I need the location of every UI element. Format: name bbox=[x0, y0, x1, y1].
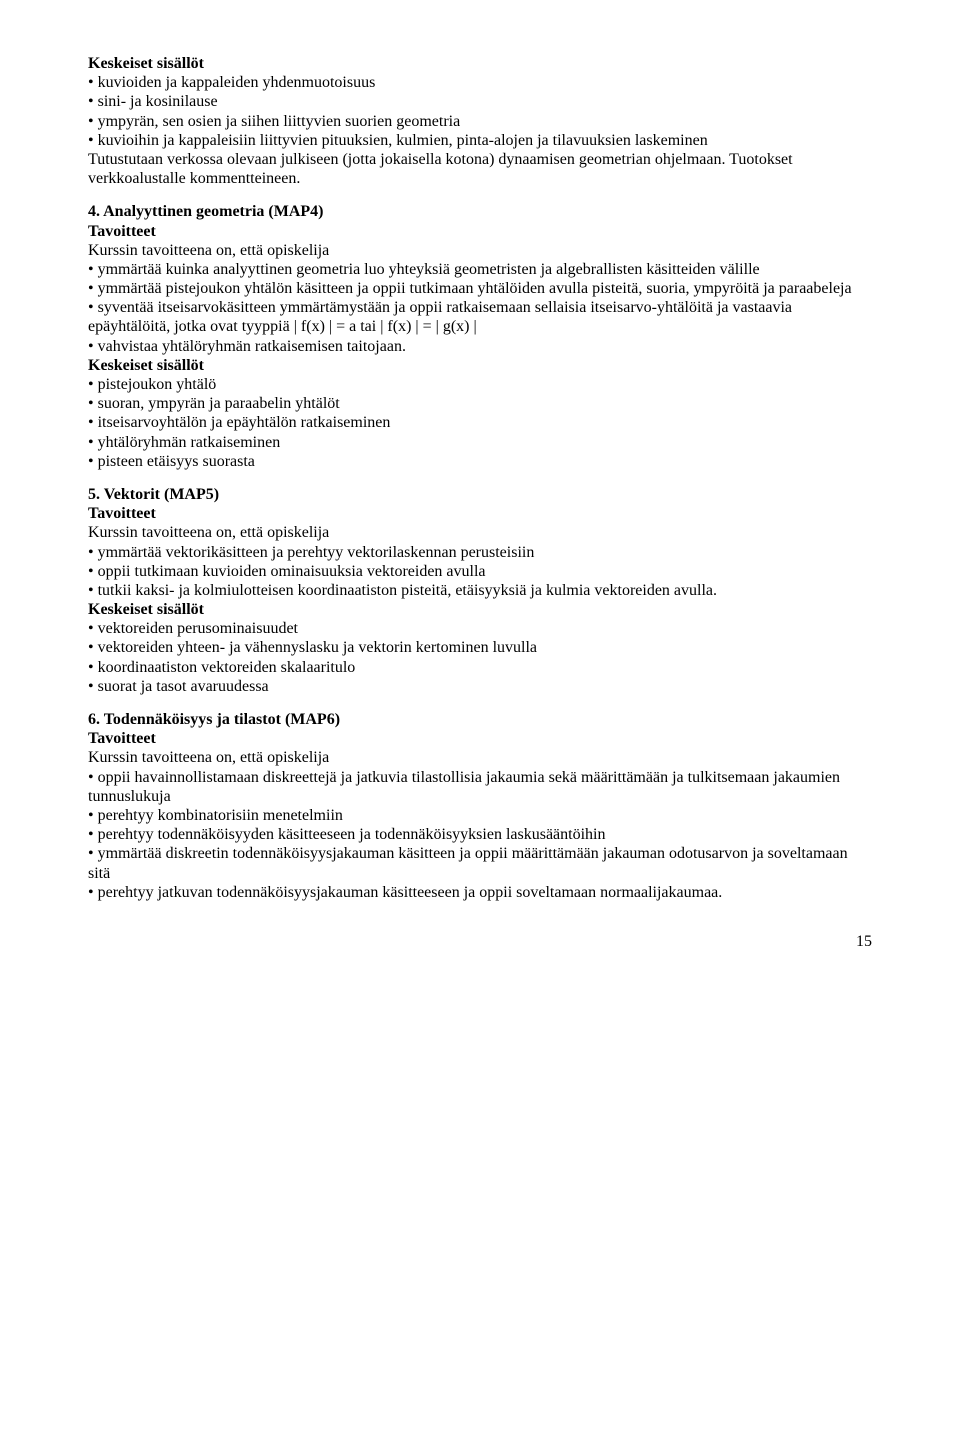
content-line: • vektoreiden perusominaisuudet bbox=[88, 619, 872, 638]
content-line: • perehtyy jatkuvan todennäköisyysjakaum… bbox=[88, 883, 872, 902]
content-line: • vektoreiden yhteen- ja vähennyslasku j… bbox=[88, 638, 872, 657]
section-subheading: Tavoitteet bbox=[88, 729, 872, 748]
content-line: • ympyrän, sen osien ja siihen liittyvie… bbox=[88, 112, 872, 131]
section-subheading: Keskeiset sisällöt bbox=[88, 356, 872, 375]
section-title: 5. Vektorit (MAP5) bbox=[88, 485, 872, 504]
page-number: 15 bbox=[88, 932, 872, 951]
content-line: • oppii havainnollistamaan diskreettejä … bbox=[88, 768, 872, 806]
content-line: Kurssin tavoitteena on, että opiskelija bbox=[88, 241, 872, 260]
content-line: • syventää itseisarvokäsitteen ymmärtämy… bbox=[88, 298, 872, 336]
section-title: 4. Analyyttinen geometria (MAP4) bbox=[88, 202, 872, 221]
content-line: • suorat ja tasot avaruudessa bbox=[88, 677, 872, 696]
content-line: Kurssin tavoitteena on, että opiskelija bbox=[88, 748, 872, 767]
content-line: • koordinaatiston vektoreiden skalaaritu… bbox=[88, 658, 872, 677]
content-line: • ymmärtää pistejoukon yhtälön käsitteen… bbox=[88, 279, 872, 298]
section-subheading: Keskeiset sisällöt bbox=[88, 600, 872, 619]
content-line: • oppii tutkimaan kuvioiden ominaisuuksi… bbox=[88, 562, 872, 581]
content-line: Kurssin tavoitteena on, että opiskelija bbox=[88, 523, 872, 542]
content-line: • ymmärtää diskreetin todennäköisyysjaka… bbox=[88, 844, 872, 882]
content-line: • ymmärtää vektorikäsitteen ja perehtyy … bbox=[88, 543, 872, 562]
content-line: • kuvioiden ja kappaleiden yhdenmuotoisu… bbox=[88, 73, 872, 92]
content-line: • yhtälöryhmän ratkaiseminen bbox=[88, 433, 872, 452]
content-line: • ymmärtää kuinka analyyttinen geometria… bbox=[88, 260, 872, 279]
section-subheading: Tavoitteet bbox=[88, 504, 872, 523]
content-line: • kuvioihin ja kappaleisiin liittyvien p… bbox=[88, 131, 872, 150]
section-title: 6. Todennäköisyys ja tilastot (MAP6) bbox=[88, 710, 872, 729]
content-line: • sini- ja kosinilause bbox=[88, 92, 872, 111]
content-line: Tutustutaan verkossa olevaan julkiseen (… bbox=[88, 150, 872, 188]
content-line: • vahvistaa yhtälöryhmän ratkaisemisen t… bbox=[88, 337, 872, 356]
content-line: • perehtyy kombinatorisiin menetelmiin bbox=[88, 806, 872, 825]
content-line: • pistejoukon yhtälö bbox=[88, 375, 872, 394]
content-line: • suoran, ympyrän ja paraabelin yhtälöt bbox=[88, 394, 872, 413]
content-line: • perehtyy todennäköisyyden käsitteeseen… bbox=[88, 825, 872, 844]
content-line: • itseisarvoyhtälön ja epäyhtälön ratkai… bbox=[88, 413, 872, 432]
content-line: • pisteen etäisyys suorasta bbox=[88, 452, 872, 471]
section-heading: Keskeiset sisällöt bbox=[88, 54, 872, 73]
content-line: • tutkii kaksi- ja kolmiulotteisen koord… bbox=[88, 581, 872, 600]
section-subheading: Tavoitteet bbox=[88, 222, 872, 241]
